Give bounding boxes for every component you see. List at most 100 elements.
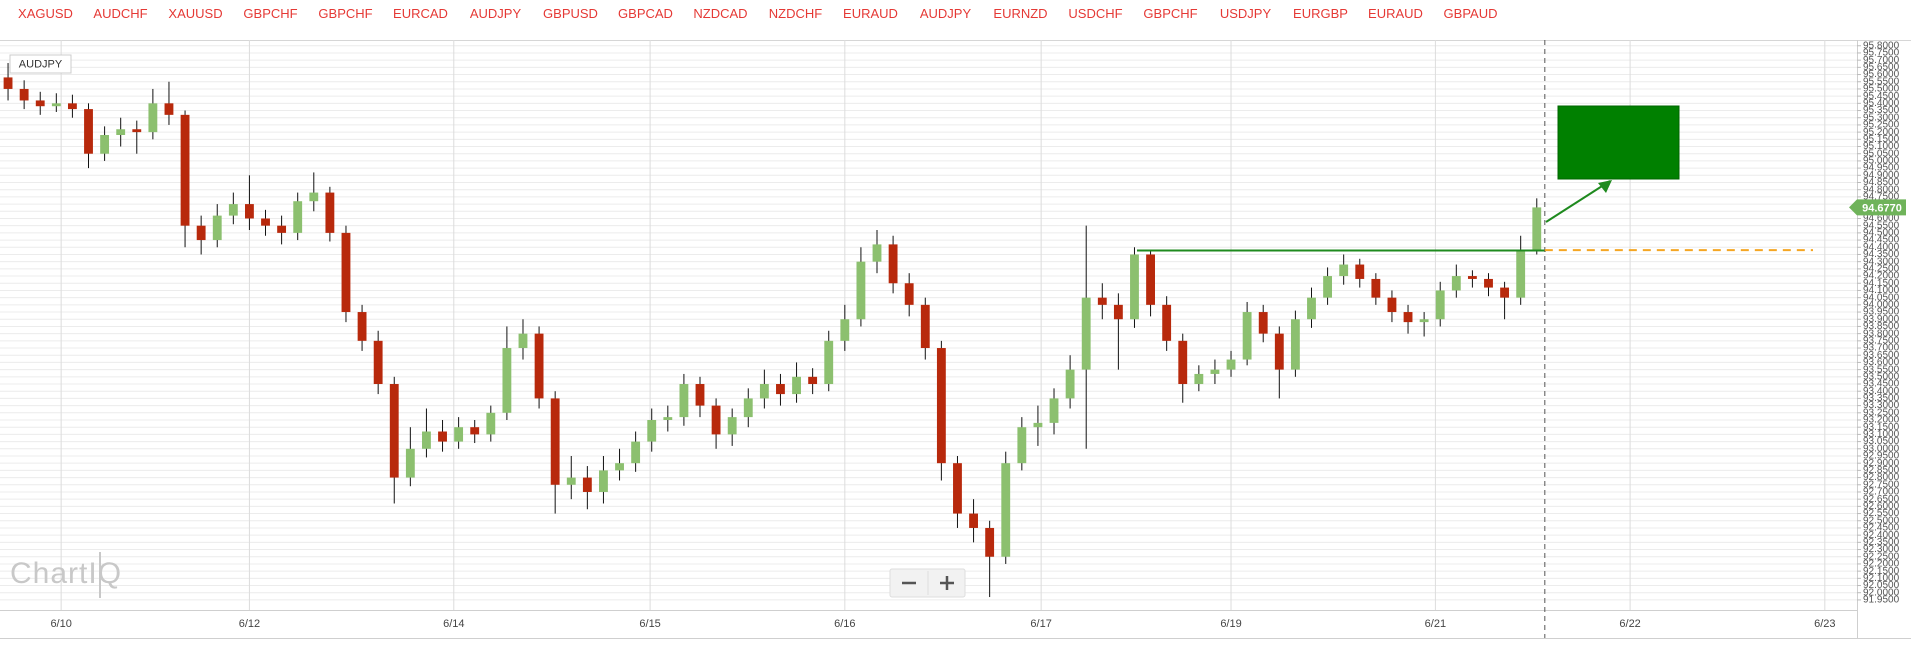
y-tick-label: 95.5500 [1863, 76, 1900, 87]
candle-body [856, 261, 866, 320]
y-tick-label: 92.7000 [1863, 487, 1900, 498]
x-tick-label: 6/14 [443, 618, 464, 630]
candle-body [228, 204, 238, 216]
symbol-tab[interactable]: NZDCHF [768, 6, 823, 21]
candle-body [1355, 264, 1365, 279]
candle-body [582, 477, 592, 492]
candle-body [212, 215, 222, 241]
x-tick-label: 6/19 [1220, 618, 1241, 630]
candles [3, 63, 1542, 598]
y-tick-label: 95.2000 [1863, 127, 1900, 138]
candle-body [566, 477, 576, 485]
symbol-tab[interactable]: AUDCHF [93, 6, 148, 21]
y-tick-label: 94.9500 [1863, 163, 1900, 174]
candle-body [1258, 312, 1268, 334]
y-tick-label: 93.0000 [1863, 443, 1900, 454]
y-tick-label: 94.7500 [1863, 192, 1900, 203]
candle-body [743, 398, 753, 418]
candle-body [1113, 304, 1123, 320]
y-tick-label: 94.1000 [1863, 285, 1900, 296]
y-tick-label: 92.1500 [1863, 566, 1900, 577]
y-tick-label: 92.7500 [1863, 479, 1900, 490]
candle-body [3, 77, 13, 89]
candle-body [534, 333, 544, 399]
y-tick-label: 93.3000 [1863, 400, 1900, 411]
y-tick-label: 92.8000 [1863, 472, 1900, 483]
watermark: ChartIQ [10, 557, 122, 590]
candle-body [776, 384, 785, 395]
y-tick-label: 92.0500 [1863, 580, 1900, 591]
candle-body [1226, 359, 1236, 370]
symbol-tab[interactable]: GBPCHF [243, 6, 298, 21]
symbol-tab[interactable]: GBPCHF [318, 6, 373, 21]
symbol-tab[interactable]: XAGUSD [18, 6, 73, 21]
candle-body [277, 225, 287, 233]
candle-body [1419, 319, 1429, 323]
symbol-tab[interactable]: AUDJPY [469, 6, 522, 21]
y-tick-label: 94.8000 [1863, 184, 1900, 195]
candle-body [1435, 290, 1445, 320]
arrow-drawing [1545, 180, 1611, 223]
symbol-tab[interactable]: GBPCHF [1143, 6, 1198, 21]
symbol-tab[interactable]: AUDJPY [919, 6, 972, 21]
symbol-tab[interactable]: GBPCAD [618, 6, 673, 21]
y-tick-label: 95.6500 [1863, 62, 1900, 73]
symbol-tab[interactable]: EURCAD [393, 6, 448, 21]
candle-body [438, 431, 447, 442]
y-tick-label: 94.5000 [1863, 228, 1900, 239]
candle-body [759, 384, 769, 399]
y-tick-label: 95.5000 [1863, 84, 1900, 95]
candle-body [824, 340, 834, 385]
y-tick-label: 93.7500 [1863, 335, 1900, 346]
symbol-tab[interactable]: EURAUD [843, 6, 898, 21]
current-price-label: 94.6770 [1862, 202, 1902, 214]
candle-body [389, 384, 399, 478]
y-tick-label: 94.3000 [1863, 256, 1900, 267]
candle-body [647, 420, 657, 442]
candle-body [341, 232, 351, 313]
y-tick-label: 93.1000 [1863, 429, 1900, 440]
y-tick-label: 93.7000 [1863, 343, 1900, 354]
x-tick-label: 6/23 [1814, 618, 1835, 630]
symbol-tab[interactable]: EURAUD [1368, 6, 1423, 21]
candle-body [180, 114, 190, 226]
candle-body [792, 376, 801, 395]
y-tick-label: 95.2500 [1863, 120, 1900, 131]
symbol-tab[interactable]: NZDCAD [693, 6, 748, 21]
candle-body [293, 201, 303, 233]
candle-body [599, 470, 608, 492]
symbol-tab[interactable]: EURGBP [1293, 6, 1348, 21]
y-tick-label: 93.4000 [1863, 386, 1900, 397]
symbol-tab[interactable]: GBPUSD [543, 6, 598, 21]
x-tick-label: 6/12 [239, 618, 260, 630]
candle-body [840, 319, 850, 341]
candle-body [969, 513, 978, 528]
candle-body [164, 103, 174, 115]
candle-body [1371, 278, 1381, 298]
candle-body [502, 348, 512, 413]
x-tick-label: 6/21 [1425, 618, 1446, 630]
x-tick-label: 6/16 [834, 618, 855, 630]
candle-body [1242, 312, 1252, 360]
zoom-in-button[interactable] [929, 570, 964, 596]
y-tick-label: 94.1500 [1863, 278, 1900, 289]
candle-body [325, 192, 335, 233]
candle-body [1339, 264, 1349, 277]
candle-body [19, 88, 29, 101]
x-tick-label: 6/15 [639, 618, 660, 630]
y-tick-label: 92.2500 [1863, 551, 1900, 562]
symbol-tab[interactable]: XAUUSD [168, 6, 223, 21]
candle-body [518, 333, 528, 349]
candle-body [1307, 297, 1316, 320]
symbol-tab[interactable]: USDJPY [1219, 6, 1272, 21]
zoom-out-button[interactable] [891, 570, 927, 596]
symbol-tab[interactable]: EURNZD [993, 6, 1048, 21]
y-tick-label: 95.1000 [1863, 141, 1900, 152]
symbol-tab[interactable]: USDCHF [1068, 6, 1123, 21]
symbol-tab[interactable]: GBPAUD [1443, 6, 1498, 21]
candle-body [1146, 254, 1155, 305]
candle-body [904, 283, 914, 305]
candle-body [261, 218, 270, 226]
candle-body [373, 340, 383, 385]
candle-body [422, 431, 431, 449]
